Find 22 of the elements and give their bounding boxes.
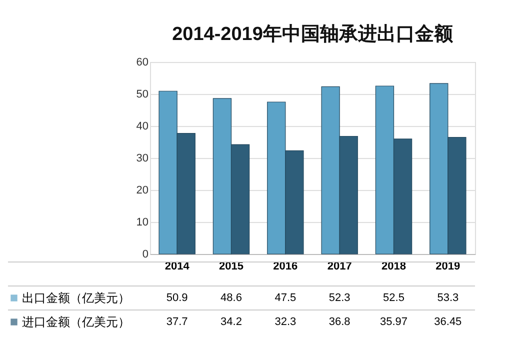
data-label: 37.7 (166, 316, 188, 328)
y-tick-label: 10 (136, 216, 148, 228)
y-tick-label: 50 (136, 88, 148, 100)
data-label: 36.8 (328, 316, 350, 328)
data-label: 53.3 (437, 292, 459, 304)
legend-label: 进口金额（亿美元） (22, 315, 130, 329)
data-label: 52.5 (383, 292, 404, 304)
y-tick-label: 0 (142, 248, 148, 260)
y-tick-label: 30 (136, 152, 148, 164)
data-label: 50.9 (166, 292, 188, 304)
data-label: 47.5 (274, 292, 296, 304)
data-label: 36.45 (434, 316, 462, 328)
y-tick-label: 20 (136, 184, 148, 196)
data-label: 52.3 (328, 292, 350, 304)
data-label: 32.3 (274, 316, 296, 328)
y-tick-label: 60 (136, 56, 148, 68)
data-label: 34.2 (220, 316, 242, 328)
y-tick-label: 40 (136, 120, 148, 132)
legend-label: 出口金额（亿美元） (22, 291, 130, 305)
chart-title: 2014-2019年中国轴承进出口金额 (172, 23, 454, 45)
data-label: 35.97 (380, 316, 408, 328)
data-label: 48.6 (220, 292, 242, 304)
